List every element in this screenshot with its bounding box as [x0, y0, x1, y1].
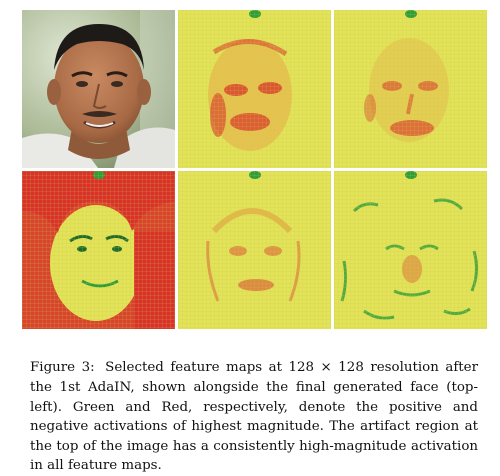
- figure-label: Figure 3:: [30, 360, 95, 375]
- feature-map-1: [178, 10, 331, 168]
- feature-map-5: [334, 171, 487, 329]
- caption-text: Selected feature maps at 128 × 128 resol…: [30, 360, 478, 473]
- feature-map-2: [334, 10, 487, 168]
- feature-map-3: [22, 171, 175, 329]
- figure-caption: Figure 3: Selected feature maps at 128 ×…: [30, 358, 478, 476]
- generated-face-image: [22, 10, 175, 168]
- feature-map-4: [178, 171, 331, 329]
- figure-grid: [22, 10, 487, 334]
